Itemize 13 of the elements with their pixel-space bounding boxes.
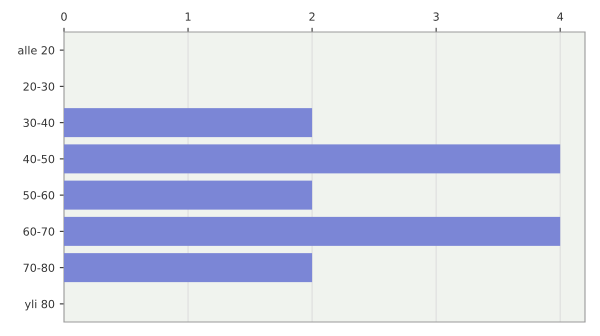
y-tick-label: 70-80: [24, 264, 54, 272]
x-tick-label: 1: [186, 12, 191, 21]
x-tick-label: 2: [309, 12, 315, 21]
y-tick-label: alle 20: [18, 46, 54, 55]
y-tick-label: 40-50: [23, 154, 54, 164]
y-tick-label: 20-30: [24, 82, 54, 91]
y-tick-label: 50-60: [24, 191, 54, 200]
x-tick-label: 4: [557, 12, 564, 21]
x-tick-label: 3: [433, 12, 439, 21]
x-tick-label: 0: [61, 12, 67, 21]
y-tick-label: yli 80: [24, 300, 54, 310]
y-tick-label: 30-40: [24, 118, 54, 128]
y-tick-label: 60-70: [23, 227, 54, 236]
